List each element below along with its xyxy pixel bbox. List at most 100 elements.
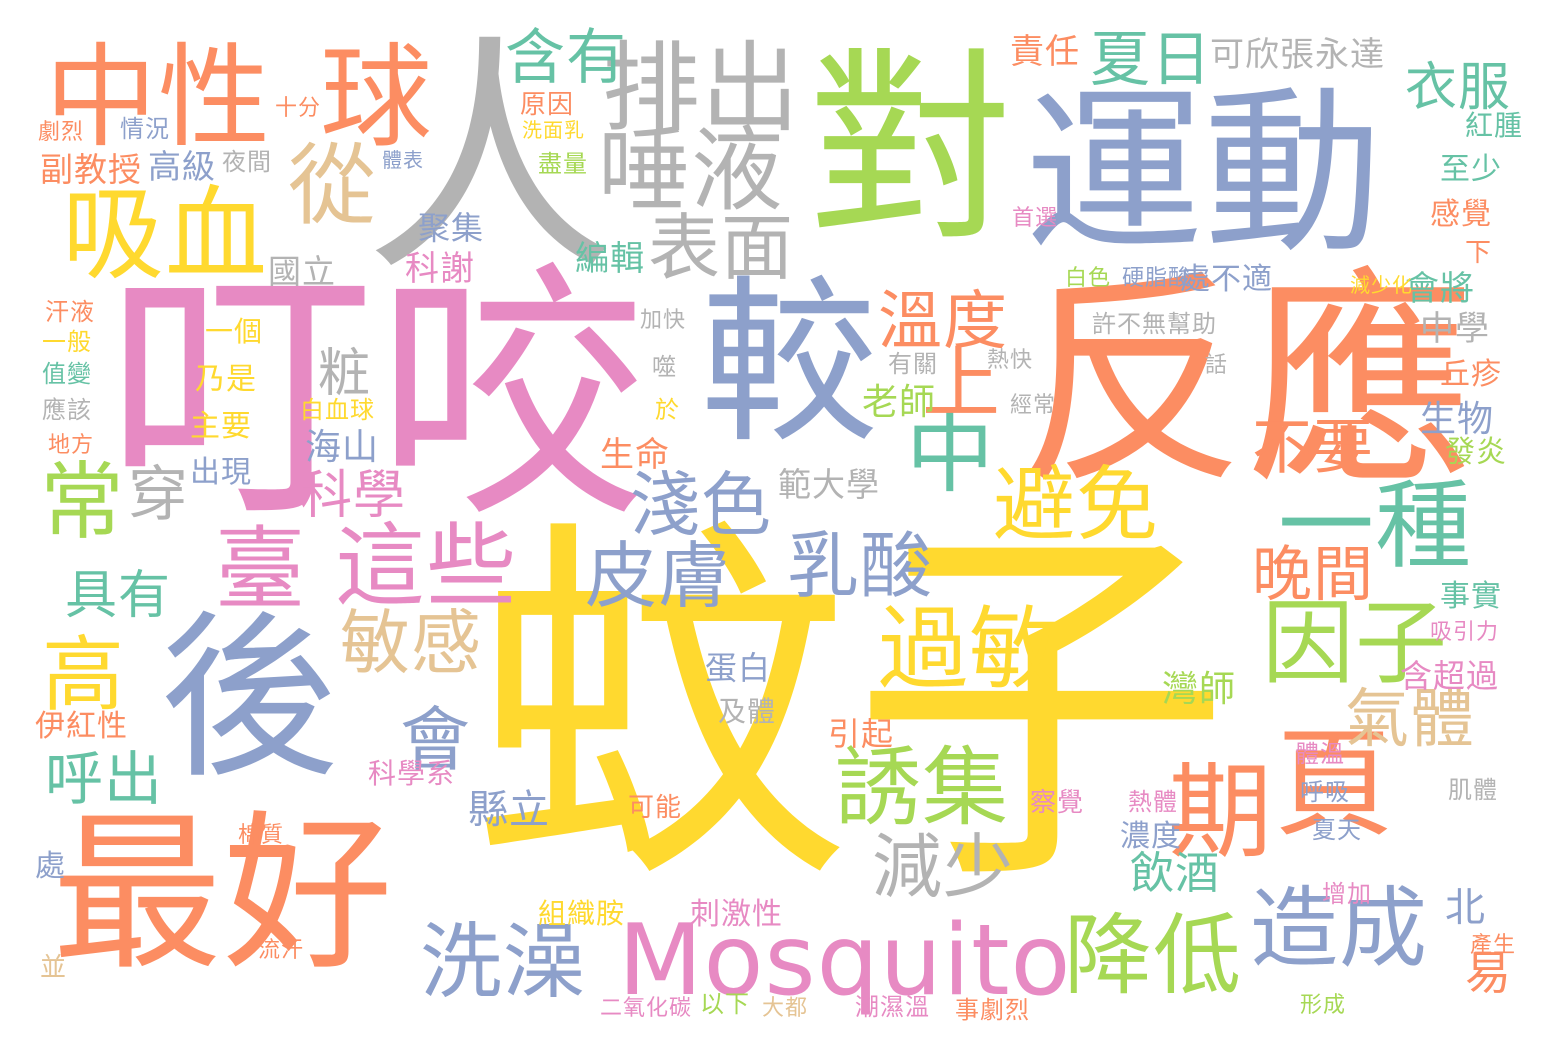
word-cloud-term-104: 下 (1465, 238, 1493, 268)
word-cloud-term-12: 吸血 (62, 176, 268, 295)
word-cloud-term-65: 灣師 (1162, 669, 1237, 710)
word-cloud-term-40: 敏感 (340, 602, 482, 684)
word-cloud-term-79: 刺激性 (690, 897, 783, 932)
word-cloud-term-113: 劇烈 (38, 120, 85, 145)
word-cloud-term-101: 加快 (640, 308, 687, 333)
word-cloud-term-29: 過敏 (878, 597, 1060, 702)
word-cloud-term-135: 首選 (1012, 206, 1059, 231)
word-cloud-term-31: 頁 (1275, 715, 1395, 853)
word-cloud-term-30: 期 (1168, 751, 1274, 873)
word-cloud-term-17: 夏日 (1090, 25, 1212, 95)
word-cloud-term-93: 夜間 (222, 148, 272, 176)
word-cloud-term-41: 會 (400, 699, 471, 781)
word-cloud-term-132: 十分 (275, 96, 322, 121)
word-cloud-term-122: 增加 (1322, 880, 1372, 908)
word-cloud-term-15: 表面 (648, 206, 795, 290)
word-cloud-term-109: 一般 (42, 328, 92, 356)
word-cloud-term-27: 一種 (1278, 470, 1472, 582)
word-cloud-term-137: 洗面乳 (522, 118, 585, 142)
word-cloud-term-85: 一個 (205, 315, 264, 348)
word-cloud-term-86: 伊紅性 (35, 709, 128, 744)
word-cloud-term-81: 濃度 (1120, 819, 1182, 854)
word-cloud-term-117: 熱體 (1128, 788, 1178, 816)
word-cloud-term-37: 乳酸 (787, 524, 934, 608)
word-cloud-term-46: 呼出 (45, 745, 164, 813)
word-cloud-term-129: 大都 (762, 996, 809, 1021)
word-cloud-term-89: 感覺 (1430, 197, 1492, 232)
word-cloud-term-53: 飲酒 (1130, 848, 1220, 899)
word-cloud-term-84: 主要 (190, 409, 252, 444)
word-cloud-term-61: 聚集 (418, 209, 485, 247)
word-cloud-term-102: 噬 (652, 353, 677, 381)
word-cloud-term-70: 處不適 (1180, 262, 1273, 297)
word-cloud-term-77: 引起 (828, 715, 895, 753)
word-cloud-term-80: 組織胺 (538, 897, 626, 930)
word-cloud-term-71: 丘疹 (1440, 357, 1502, 392)
word-cloud-term-5: 運動 (1025, 70, 1383, 277)
word-cloud-term-24: 中 (906, 402, 996, 505)
word-cloud-term-120: 夏天 (1312, 816, 1362, 844)
word-cloud-term-92: 原因 (520, 90, 575, 120)
word-cloud-term-42: 氣體 (1345, 683, 1475, 757)
word-cloud-term-2: 反應 (1018, 249, 1476, 515)
word-cloud-term-99: 硬脂酸 (1122, 266, 1192, 291)
word-cloud-term-125: 事劇烈 (955, 996, 1030, 1024)
word-cloud-term-6: 較 (700, 260, 879, 467)
word-cloud-term-51: 可欣張永達 (1210, 35, 1385, 75)
word-cloud-term-8: 最好 (52, 796, 395, 994)
word-cloud-term-88: 至少 (1440, 152, 1502, 187)
word-cloud-term-131: 流汗 (258, 938, 305, 963)
word-cloud-term-34: 洗澡 (420, 915, 587, 1010)
word-cloud-term-124: 潮濕溫 (855, 993, 930, 1021)
word-cloud-term-72: 發炎 (1445, 435, 1507, 470)
word-cloud-term-33: 減少 (872, 826, 1014, 908)
word-cloud-term-48: 穿 (128, 460, 189, 530)
word-cloud-term-20: 這些 (335, 514, 517, 619)
word-cloud-term-14: 唾液 (598, 117, 785, 224)
word-cloud-term-90: 北 (1445, 885, 1486, 931)
word-cloud-term-49: 科學 (300, 466, 407, 526)
word-cloud-term-119: 呼吸 (1300, 778, 1350, 806)
word-cloud-term-36: 造成 (1250, 877, 1429, 980)
word-cloud-term-18: 從 (288, 134, 378, 237)
word-cloud-term-134: 肌體 (1448, 776, 1498, 804)
word-cloud-term-128: 形成 (1300, 993, 1347, 1018)
word-cloud-term-68: 中學 (1420, 309, 1490, 349)
word-cloud-term-73: 事實 (1440, 579, 1502, 614)
word-cloud-term-108: 汗液 (45, 298, 95, 326)
word-cloud-term-1: 叮咬 (105, 239, 647, 554)
word-cloud-term-16: 含有 (505, 23, 627, 93)
word-cloud-term-10: 中性 (45, 33, 271, 163)
word-cloud-term-115: 並 (40, 953, 68, 983)
word-cloud-term-50: 粧 (318, 344, 372, 404)
word-cloud-term-52: 責任 (1010, 32, 1080, 72)
word-cloud-term-11: 球 (320, 33, 433, 163)
word-cloud-term-19: 臺 (215, 517, 306, 622)
word-cloud-term-mosquito: Mosquito (618, 904, 1072, 1018)
word-cloud-term-100: 減少化 (1350, 273, 1413, 297)
word-cloud-term-94: 盡量 (538, 150, 588, 178)
word-cloud-term-121: 體溫 (1295, 740, 1345, 768)
word-cloud-term-110: 值變 (42, 360, 92, 388)
word-cloud-term-3: 人 (365, 14, 616, 305)
word-cloud-term-7: 後 (160, 595, 339, 802)
word-cloud-term-38: 皮膚 (585, 534, 732, 618)
word-cloud-term-62: 老師 (862, 382, 937, 423)
word-cloud-term-123: 產生 (1470, 933, 1517, 958)
word-cloud-term-136: 體表 (382, 148, 424, 172)
word-cloud-term-106: 經常 (1010, 393, 1057, 418)
word-cloud-term-32: 誘集 (835, 738, 1009, 838)
word-cloud-term-95: 許不無幫助 (1092, 310, 1217, 338)
word-cloud-term-23: 溫度 (878, 285, 1008, 359)
word-cloud-term-96: 熱快 (987, 348, 1034, 373)
word-cloud-term-22: 高 (42, 628, 126, 723)
word-cloud-term-133: 吸引力 (1430, 620, 1500, 645)
word-cloud-term-55: 易 (1465, 946, 1512, 1000)
word-cloud-term-67: 生物 (1420, 399, 1495, 440)
word-cloud-term-69: 會將 (1405, 269, 1475, 309)
word-cloud-term-116: 可能 (628, 793, 683, 823)
word-cloud-term-97: 有關 (888, 350, 938, 378)
word-cloud-term-118: 察覺 (1030, 788, 1085, 818)
word-cloud-term-83: 乃是 (195, 362, 257, 397)
word-cloud-term-63: 海山 (305, 427, 380, 468)
